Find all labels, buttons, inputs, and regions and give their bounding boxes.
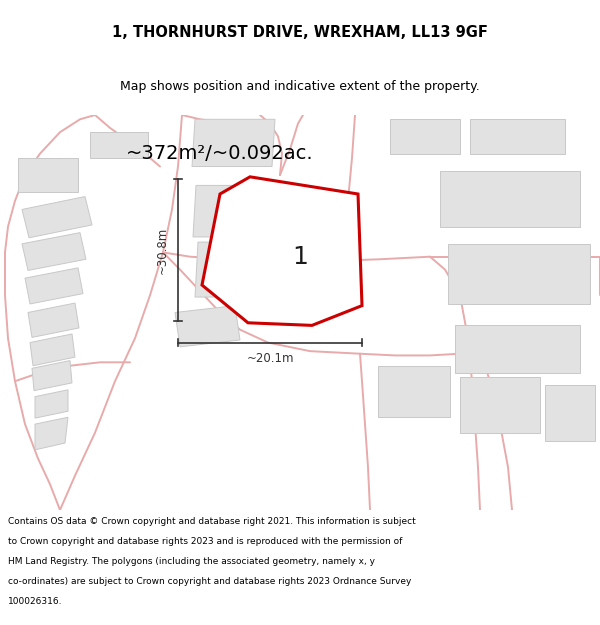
Polygon shape: [18, 158, 78, 192]
Polygon shape: [35, 390, 68, 418]
Text: 1, THORNHURST DRIVE, WREXHAM, LL13 9GF: 1, THORNHURST DRIVE, WREXHAM, LL13 9GF: [112, 25, 488, 40]
Text: Map shows position and indicative extent of the property.: Map shows position and indicative extent…: [120, 80, 480, 92]
Polygon shape: [22, 197, 92, 238]
Polygon shape: [175, 306, 240, 347]
Polygon shape: [28, 303, 79, 338]
Polygon shape: [35, 418, 68, 450]
Polygon shape: [192, 119, 275, 166]
Polygon shape: [22, 232, 86, 271]
Polygon shape: [30, 334, 75, 366]
Text: Contains OS data © Crown copyright and database right 2021. This information is : Contains OS data © Crown copyright and d…: [8, 517, 416, 526]
Polygon shape: [545, 386, 595, 441]
Text: ~20.1m: ~20.1m: [246, 351, 294, 364]
Polygon shape: [470, 119, 565, 154]
Text: ~372m²/~0.092ac.: ~372m²/~0.092ac.: [126, 144, 314, 163]
Text: HM Land Registry. The polygons (including the associated geometry, namely x, y: HM Land Registry. The polygons (includin…: [8, 557, 375, 566]
Polygon shape: [32, 361, 72, 391]
Polygon shape: [25, 268, 83, 304]
Polygon shape: [90, 132, 148, 158]
Polygon shape: [195, 242, 274, 297]
Polygon shape: [460, 377, 540, 432]
Polygon shape: [390, 119, 460, 154]
Polygon shape: [440, 171, 580, 227]
Polygon shape: [202, 177, 362, 326]
Text: 100026316.: 100026316.: [8, 597, 62, 606]
Text: ~30.8m: ~30.8m: [155, 227, 169, 274]
Polygon shape: [378, 366, 450, 418]
Text: 1: 1: [292, 244, 308, 269]
Text: to Crown copyright and database rights 2023 and is reproduced with the permissio: to Crown copyright and database rights 2…: [8, 537, 403, 546]
Polygon shape: [455, 326, 580, 372]
Polygon shape: [448, 244, 590, 304]
Text: co-ordinates) are subject to Crown copyright and database rights 2023 Ordnance S: co-ordinates) are subject to Crown copyr…: [8, 577, 412, 586]
Polygon shape: [193, 186, 278, 237]
